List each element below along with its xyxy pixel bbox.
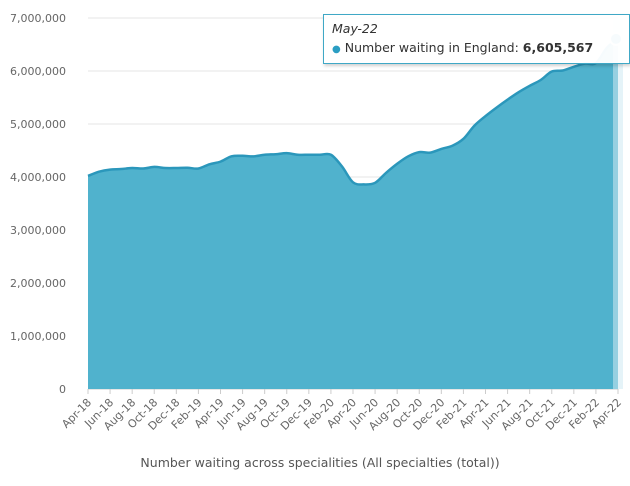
y-tick-label: 7,000,000 bbox=[10, 12, 66, 25]
y-tick-label: 2,000,000 bbox=[10, 277, 66, 290]
y-tick-label: 4,000,000 bbox=[10, 171, 66, 184]
series-line[interactable] bbox=[87, 37, 619, 186]
tooltip-series-label: Number waiting in England: bbox=[344, 40, 519, 55]
tooltip-date: May-22 bbox=[332, 21, 378, 36]
tooltip-row: ● Number waiting in England: 6,605,567 bbox=[332, 40, 621, 55]
y-tick-label: 3,000,000 bbox=[10, 224, 66, 237]
x-axis-title: Number waiting across specialities (All … bbox=[140, 455, 499, 470]
tooltip-series-dot-icon: ● bbox=[332, 44, 341, 55]
y-tick-label: 6,000,000 bbox=[10, 65, 66, 78]
y-tick-label: 5,000,000 bbox=[10, 118, 66, 131]
tooltip-value: 6,605,567 bbox=[522, 40, 594, 55]
y-tick-label: 1,000,000 bbox=[10, 330, 66, 343]
series-area[interactable] bbox=[88, 38, 618, 390]
hover-band bbox=[613, 18, 623, 389]
y-tick-label: 0 bbox=[59, 383, 66, 396]
tooltip: May-22 ● Number waiting in England: 6,605… bbox=[323, 14, 630, 64]
